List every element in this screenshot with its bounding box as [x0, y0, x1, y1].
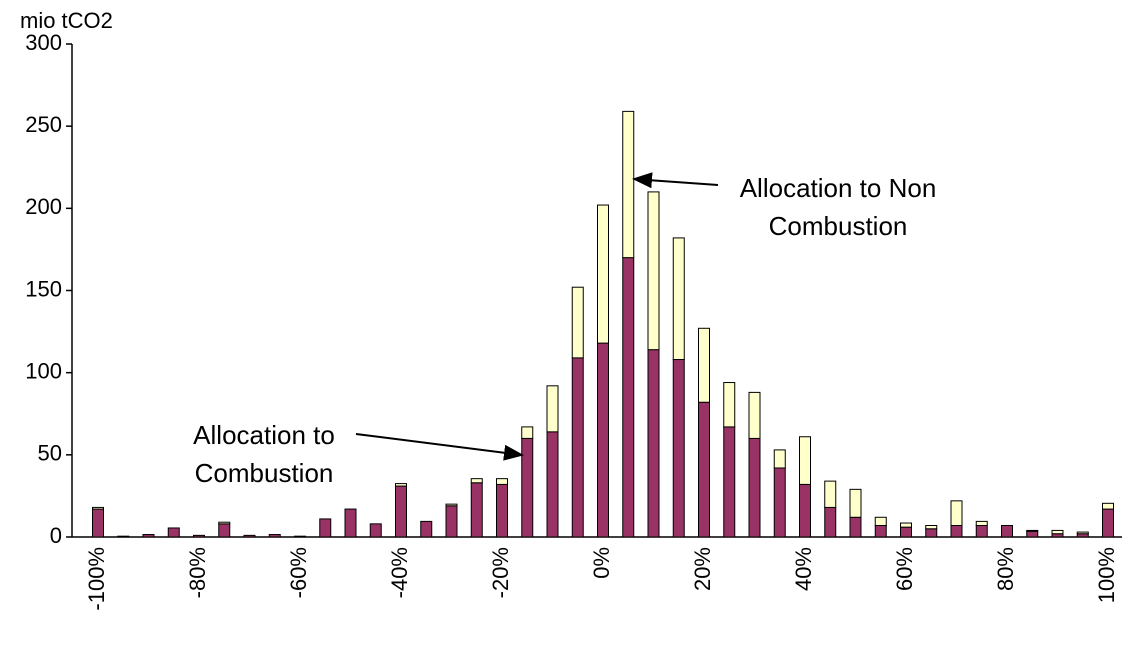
bar-segment [1076, 531, 1089, 535]
bar-segment [824, 480, 837, 508]
bar-segment [268, 534, 281, 538]
bar-segment [92, 506, 104, 510]
bar-segment [748, 437, 761, 538]
bar-segment [546, 385, 559, 433]
bar-segment [698, 401, 710, 538]
bar-segment [470, 482, 483, 538]
plot: 0 50 100 150 200 250 300 -100% -80% -60% -40% -20% 0… [25, 30, 1122, 611]
x-tick-label: -100% [84, 547, 109, 611]
bar-segment [92, 508, 104, 538]
arrow [355, 433, 524, 461]
x-tick-label: -60% [286, 547, 311, 598]
bar-segment [723, 426, 736, 538]
bar-segment [571, 357, 584, 538]
bar-segment [773, 449, 786, 469]
x-tick-label: -80% [185, 547, 210, 598]
x-tick-label: 60% [892, 547, 917, 591]
y-tick-label: 100 [25, 358, 62, 383]
bar-segment [445, 505, 458, 538]
bar-segment [243, 534, 256, 538]
x-tick-label: 0% [589, 547, 614, 579]
bar-segment [824, 506, 837, 538]
bar-segment [748, 391, 761, 439]
bar-segment [167, 527, 180, 538]
bar-segment [698, 327, 710, 403]
bar-segment [647, 191, 660, 351]
bar-segment [773, 467, 786, 538]
bar-segment [950, 500, 963, 526]
y-tick-label: 150 [25, 276, 62, 301]
x-tick-label: 80% [993, 547, 1018, 591]
bar-segment [925, 524, 938, 530]
bar-segment [900, 522, 912, 528]
y-tick-label: 50 [38, 441, 62, 466]
bar-segment [218, 523, 231, 538]
annotation: Allocation to [193, 420, 335, 450]
bar-segment [975, 520, 988, 526]
bar-segment [294, 535, 306, 538]
y-tick-label: 250 [25, 112, 62, 137]
bar-segment [849, 516, 862, 538]
x-tick-label: 100% [1094, 547, 1119, 603]
bar-segment [344, 508, 357, 538]
x-tick-label: 20% [690, 547, 715, 591]
bar-segment [521, 437, 534, 538]
bar-segment [723, 382, 736, 428]
bar-segment [672, 359, 685, 538]
arrow [632, 172, 719, 189]
bar-segment [672, 237, 685, 361]
bar-segment [395, 485, 407, 538]
bar-segment [950, 524, 963, 538]
bar-segment [874, 516, 887, 526]
x-tick-label: 40% [791, 547, 816, 591]
bar-segment [470, 478, 483, 484]
bar-segment [799, 483, 811, 538]
bar-segment [874, 524, 887, 538]
bar-segment [597, 204, 609, 344]
annotation: Combustion [769, 211, 908, 241]
bar-segment [1102, 508, 1114, 538]
bar-segment [496, 478, 508, 485]
annotation: Allocation to Non [740, 173, 937, 203]
y-tick-label: 200 [25, 194, 62, 219]
bar-segment [597, 342, 609, 538]
bar-segment [799, 436, 811, 485]
bar-segment [395, 483, 407, 487]
bar-segment [1102, 502, 1114, 510]
x-tick-label: -20% [488, 547, 513, 598]
bar-segment [622, 257, 635, 538]
bar-segment [420, 520, 433, 538]
y-axis-label: mio tCO2 [20, 8, 113, 33]
bar-segment [925, 528, 938, 538]
bar-segment [521, 426, 534, 439]
annotation: Combustion [195, 458, 334, 488]
bar-segment [1026, 530, 1039, 538]
bar-segment [193, 534, 205, 538]
y-tick-label: 0 [50, 523, 62, 548]
bar-segment [1001, 524, 1013, 538]
bar-segment [319, 518, 332, 538]
bar-segment [369, 523, 382, 538]
bar-segment [849, 488, 862, 518]
bar-segment [571, 286, 584, 359]
y-tick-label: 300 [25, 30, 62, 55]
bar-segment [445, 503, 458, 507]
bar-segment [1026, 529, 1039, 532]
bar-segment [218, 521, 231, 525]
bar-segment [546, 431, 559, 538]
x-tick-label: -40% [387, 547, 412, 598]
bar-segment [622, 110, 635, 259]
bar-segment [975, 524, 988, 538]
bar-segment [1051, 529, 1064, 535]
bar-segment [647, 349, 660, 538]
bar-segment [142, 534, 155, 538]
bar-segment [117, 535, 130, 538]
bar-segment [496, 483, 508, 538]
bar-segment [900, 526, 912, 538]
